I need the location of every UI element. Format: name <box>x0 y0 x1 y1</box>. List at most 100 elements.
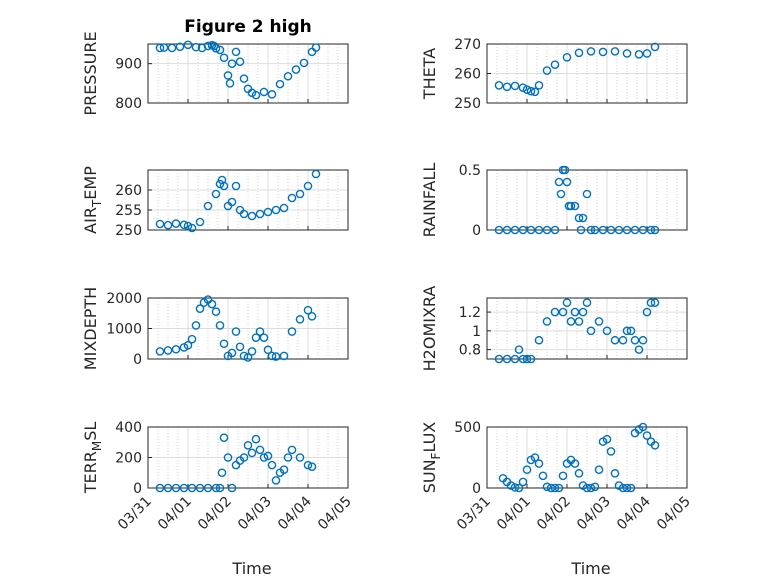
panel-8-xtick-label: 04/03 <box>574 494 614 534</box>
panel-7-point <box>211 483 221 493</box>
panel-2-ytick-label: 250 <box>454 96 481 112</box>
panel-8-point <box>554 483 564 493</box>
panel-7-point <box>217 468 227 478</box>
panel-6-point <box>626 326 636 336</box>
panel-8-point <box>650 440 660 450</box>
panel-7-point <box>203 483 213 493</box>
panel-1-point <box>259 87 269 97</box>
panel-7-point <box>163 483 173 493</box>
panel-6-point <box>578 307 588 317</box>
panel-8-point <box>510 483 520 492</box>
panel-7-point <box>219 433 229 442</box>
panel-8-point <box>582 483 592 493</box>
panel-2-point <box>502 82 512 92</box>
panel-7-xtick-label: 04/01 <box>155 494 195 534</box>
panel-8-point <box>626 483 636 493</box>
panel-3-point <box>295 189 305 199</box>
panel-6-point <box>646 298 656 307</box>
panel-4-point <box>598 225 608 235</box>
panel-7-point <box>267 460 277 470</box>
panel-6-point <box>582 298 592 307</box>
panel-2-point <box>510 81 520 91</box>
panel-8-point <box>638 422 648 432</box>
panel-5-point <box>171 344 181 354</box>
panel-8-point <box>618 483 628 493</box>
panel-8-ytick-label: 500 <box>454 420 481 436</box>
panel-3-point <box>239 209 249 219</box>
panel-4-point <box>638 225 648 235</box>
panel-2-point <box>542 66 552 75</box>
panel-4-point <box>590 225 600 235</box>
panel-3-point <box>263 207 273 217</box>
panel-3-point <box>163 220 173 230</box>
panel-7-xlabel: Time <box>231 559 271 578</box>
panel-7-point <box>307 462 317 471</box>
panel-3-point <box>271 205 281 215</box>
panel-2-point <box>598 47 608 57</box>
panel-2-point <box>550 60 560 69</box>
panel-5-point <box>187 334 197 344</box>
panel-3-point <box>203 201 213 211</box>
panel-3-point <box>247 211 257 221</box>
panel-8-point <box>550 483 560 493</box>
panel-8-point <box>558 471 568 481</box>
panel-7-ytick-label: 0 <box>133 481 142 497</box>
panel-4-point <box>582 189 592 199</box>
panel-7-point <box>215 483 225 493</box>
panel-8-point <box>602 434 612 444</box>
panel-7-point <box>279 465 289 475</box>
panel-1-point <box>203 41 213 51</box>
panel-2-point <box>562 52 572 62</box>
panel-5-point <box>219 339 229 349</box>
panel-8-point <box>530 453 540 462</box>
panel-7-point <box>155 483 165 493</box>
panel-3-ytick-label: 255 <box>115 203 142 219</box>
panel-7-point <box>171 483 181 493</box>
panel-1-point <box>311 43 321 52</box>
panel-4-point <box>502 225 512 235</box>
panel-1-ylabel: PRESSURE <box>81 31 100 115</box>
panel-8-point <box>538 471 548 481</box>
panel-6-point <box>618 335 628 345</box>
panel-2-point <box>494 81 504 90</box>
panel-8-xtick-label: 04/02 <box>534 494 574 534</box>
panel-6-point <box>514 345 524 354</box>
panel-5-point <box>295 315 305 324</box>
panel-5-point <box>307 311 317 321</box>
panel-5-point <box>191 321 201 330</box>
panel-4-point <box>494 225 504 235</box>
panel-2-point <box>522 85 532 95</box>
panel-6-point <box>634 345 644 354</box>
panel-1-point <box>223 71 233 80</box>
panel-5-point <box>251 333 261 342</box>
panel-4-point <box>646 225 656 235</box>
panel-3-point <box>183 221 193 231</box>
panel-5-point <box>255 327 265 336</box>
panel-5-point <box>267 351 277 361</box>
panel-5-point <box>183 340 193 350</box>
panel-1-point <box>307 47 317 57</box>
panel-3-point <box>179 220 189 230</box>
panel-5-ytick-label: 2000 <box>106 291 142 307</box>
panel-1-point <box>275 79 285 89</box>
panel-6-point <box>550 307 560 317</box>
panel-8-point <box>570 459 580 468</box>
panel-4-point <box>562 177 572 187</box>
panel-8-ylabel: SUNFLUX <box>420 422 443 494</box>
panel-5-point <box>279 351 289 361</box>
panel-1-point <box>209 41 219 51</box>
panel-5-ytick-label: 0 <box>133 352 142 368</box>
figure-title: Figure 2 high <box>184 17 312 37</box>
panel-1-point <box>231 47 241 57</box>
panel-1-point <box>183 40 193 50</box>
panel-6-point <box>642 307 652 317</box>
panel-3-point <box>155 219 165 229</box>
panel-7-point <box>303 460 313 470</box>
panel-7-point <box>223 453 233 462</box>
panel-7-point <box>251 434 261 444</box>
panel-3-point <box>227 197 237 207</box>
panel-6-point <box>542 317 552 326</box>
panel-2-point <box>586 47 596 56</box>
